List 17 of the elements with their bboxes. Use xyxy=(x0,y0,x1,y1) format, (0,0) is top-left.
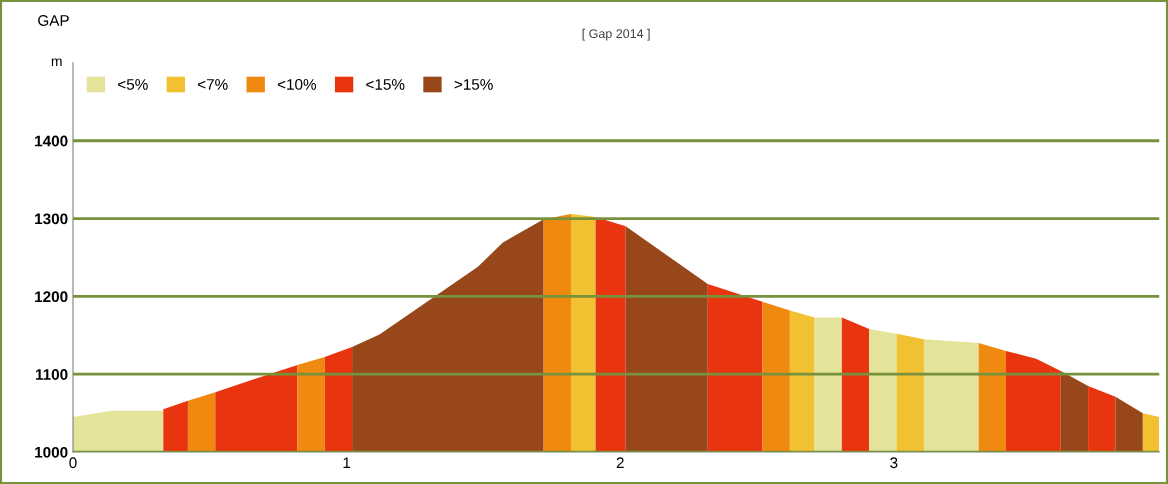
y-axis-title: m xyxy=(51,58,62,66)
x-tick-label: 1 xyxy=(343,457,351,468)
y-tick-label: 1000 xyxy=(35,446,68,458)
y-tick-label: 1100 xyxy=(35,369,68,380)
x-tick-label: 0 xyxy=(69,457,77,469)
y-tick-label: 1200 xyxy=(35,291,68,303)
legend-label: <5% xyxy=(118,79,148,90)
legend-label: >15% xyxy=(454,79,493,90)
chart-title: [ Gap 2014 ] xyxy=(582,28,650,41)
x-tick-label: 3 xyxy=(890,457,898,469)
text: GAP xyxy=(38,15,69,26)
x-tick-label: 2 xyxy=(616,457,624,468)
y-tick-label: 1300 xyxy=(35,213,68,225)
legend-label: <10% xyxy=(277,78,317,90)
y-tick-label: 1400 xyxy=(35,135,68,147)
legend-label: <15% xyxy=(366,79,405,90)
legend-label: <7% xyxy=(197,79,228,90)
